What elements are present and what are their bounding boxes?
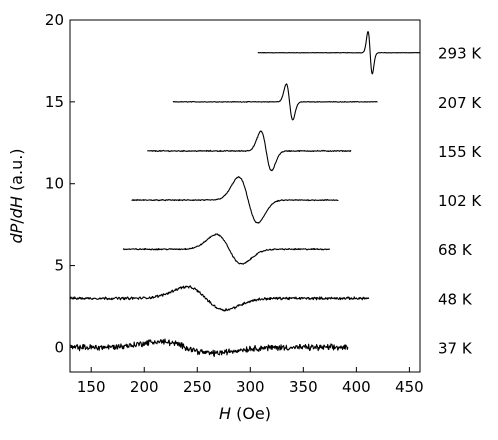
- series-line: [131, 176, 339, 224]
- series-line: [257, 30, 421, 75]
- x-tick-label: 200: [130, 378, 159, 396]
- y-tick-label: 20: [45, 11, 64, 29]
- series-line: [69, 285, 370, 312]
- x-tick-label: 450: [395, 378, 424, 396]
- y-tick-label: 5: [54, 257, 64, 275]
- temperature-label: 293 K: [438, 45, 482, 63]
- y-tick-label: 10: [45, 175, 64, 193]
- temperature-label: 207 K: [438, 94, 482, 112]
- y-axis: 0 5 10 15 20: [45, 11, 75, 356]
- temperature-label: 48 K: [438, 290, 473, 308]
- temperature-label: 37 K: [438, 339, 473, 357]
- temperature-label: 68 K: [438, 241, 473, 259]
- series-line: [172, 83, 378, 121]
- y-tick-label: 15: [45, 93, 64, 111]
- series-line: [122, 233, 330, 265]
- x-tick-label: 350: [289, 378, 318, 396]
- series-layer: [69, 30, 421, 358]
- x-axis-label: H (Oe): [219, 404, 271, 423]
- plot-frame: [69, 19, 421, 373]
- y-axis-label: dP/dH (a.u.): [7, 148, 26, 243]
- x-tick-label: 250: [183, 378, 212, 396]
- y-tick-label: 0: [54, 338, 64, 356]
- x-axis: 150 200 250 300 350 400 450: [77, 367, 424, 396]
- series-line: [147, 130, 352, 172]
- x-tick-label: 300: [236, 378, 265, 396]
- series-line: [69, 338, 349, 358]
- temperature-labels: 293 K 207 K 155 K 102 K 68 K 48 K 37 K: [438, 45, 482, 358]
- temperature-label: 155 K: [438, 143, 482, 161]
- x-tick-label: 400: [342, 378, 371, 396]
- temperature-label: 102 K: [438, 192, 482, 210]
- x-tick-label: 150: [77, 378, 106, 396]
